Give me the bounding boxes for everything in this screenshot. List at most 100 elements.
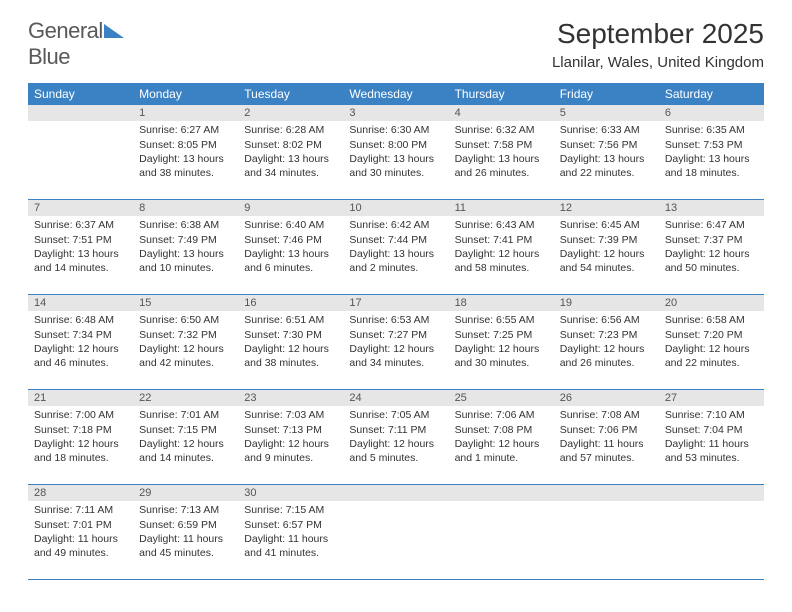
day-number: 24 bbox=[343, 390, 448, 406]
day-line: Daylight: 13 hours and 30 minutes. bbox=[349, 153, 442, 180]
dow-wednesday: Wednesday bbox=[343, 83, 448, 105]
logo-triangle-icon bbox=[104, 24, 124, 43]
day-line: Sunrise: 6:37 AM bbox=[34, 219, 127, 233]
day-line: Daylight: 13 hours and 38 minutes. bbox=[139, 153, 232, 180]
day-line: Sunrise: 6:47 AM bbox=[665, 219, 758, 233]
day-cell: Sunrise: 7:01 AMSunset: 7:15 PMDaylight:… bbox=[133, 406, 238, 484]
day-line: Daylight: 12 hours and 54 minutes. bbox=[560, 248, 653, 275]
day-line: Sunset: 7:06 PM bbox=[560, 424, 653, 438]
dow-saturday: Saturday bbox=[659, 83, 764, 105]
day-cell: Sunrise: 6:47 AMSunset: 7:37 PMDaylight:… bbox=[659, 216, 764, 294]
day-line: Sunrise: 6:53 AM bbox=[349, 314, 442, 328]
day-line: Sunrise: 7:10 AM bbox=[665, 409, 758, 423]
day-cell: Sunrise: 6:56 AMSunset: 7:23 PMDaylight:… bbox=[554, 311, 659, 389]
day-number: 27 bbox=[659, 390, 764, 406]
week-num-row: 21222324252627 bbox=[28, 390, 764, 406]
day-line: Sunset: 7:49 PM bbox=[139, 234, 232, 248]
day-line: Daylight: 11 hours and 57 minutes. bbox=[560, 438, 653, 465]
week-row: Sunrise: 7:11 AMSunset: 7:01 PMDaylight:… bbox=[28, 501, 764, 580]
day-cell: Sunrise: 6:28 AMSunset: 8:02 PMDaylight:… bbox=[238, 121, 343, 199]
day-cell: Sunrise: 6:51 AMSunset: 7:30 PMDaylight:… bbox=[238, 311, 343, 389]
day-line: Sunrise: 6:48 AM bbox=[34, 314, 127, 328]
day-cell: Sunrise: 6:38 AMSunset: 7:49 PMDaylight:… bbox=[133, 216, 238, 294]
day-line: Daylight: 12 hours and 34 minutes. bbox=[349, 343, 442, 370]
day-cell: Sunrise: 6:30 AMSunset: 8:00 PMDaylight:… bbox=[343, 121, 448, 199]
day-line: Daylight: 13 hours and 14 minutes. bbox=[34, 248, 127, 275]
day-number: 3 bbox=[343, 105, 448, 121]
day-number: 13 bbox=[659, 200, 764, 216]
day-cell: Sunrise: 6:40 AMSunset: 7:46 PMDaylight:… bbox=[238, 216, 343, 294]
dow-friday: Friday bbox=[554, 83, 659, 105]
day-number bbox=[659, 485, 764, 501]
day-number: 1 bbox=[133, 105, 238, 121]
week-row: Sunrise: 6:37 AMSunset: 7:51 PMDaylight:… bbox=[28, 216, 764, 295]
day-cell: Sunrise: 7:10 AMSunset: 7:04 PMDaylight:… bbox=[659, 406, 764, 484]
day-line: Sunrise: 7:05 AM bbox=[349, 409, 442, 423]
day-line: Daylight: 12 hours and 22 minutes. bbox=[665, 343, 758, 370]
day-line: Sunset: 7:30 PM bbox=[244, 329, 337, 343]
day-line: Daylight: 12 hours and 1 minute. bbox=[455, 438, 548, 465]
day-line: Daylight: 12 hours and 50 minutes. bbox=[665, 248, 758, 275]
day-cell: Sunrise: 6:35 AMSunset: 7:53 PMDaylight:… bbox=[659, 121, 764, 199]
day-line: Sunrise: 7:00 AM bbox=[34, 409, 127, 423]
day-line: Sunrise: 6:56 AM bbox=[560, 314, 653, 328]
day-line: Sunrise: 7:11 AM bbox=[34, 504, 127, 518]
dow-sunday: Sunday bbox=[28, 83, 133, 105]
day-line: Sunrise: 7:15 AM bbox=[244, 504, 337, 518]
day-cell: Sunrise: 7:15 AMSunset: 6:57 PMDaylight:… bbox=[238, 501, 343, 579]
day-cell: Sunrise: 6:55 AMSunset: 7:25 PMDaylight:… bbox=[449, 311, 554, 389]
logo-text-general: General bbox=[28, 18, 103, 43]
day-line: Daylight: 11 hours and 41 minutes. bbox=[244, 533, 337, 560]
day-number: 21 bbox=[28, 390, 133, 406]
day-line: Daylight: 12 hours and 26 minutes. bbox=[560, 343, 653, 370]
day-line: Daylight: 13 hours and 34 minutes. bbox=[244, 153, 337, 180]
day-number: 29 bbox=[133, 485, 238, 501]
day-line: Daylight: 12 hours and 9 minutes. bbox=[244, 438, 337, 465]
day-number: 30 bbox=[238, 485, 343, 501]
day-cell: Sunrise: 6:43 AMSunset: 7:41 PMDaylight:… bbox=[449, 216, 554, 294]
day-line: Sunrise: 6:50 AM bbox=[139, 314, 232, 328]
day-cell: Sunrise: 6:45 AMSunset: 7:39 PMDaylight:… bbox=[554, 216, 659, 294]
day-number: 6 bbox=[659, 105, 764, 121]
day-number bbox=[554, 485, 659, 501]
day-line: Sunset: 7:08 PM bbox=[455, 424, 548, 438]
day-cell: Sunrise: 7:11 AMSunset: 7:01 PMDaylight:… bbox=[28, 501, 133, 579]
day-cell: Sunrise: 6:50 AMSunset: 7:32 PMDaylight:… bbox=[133, 311, 238, 389]
day-number: 25 bbox=[449, 390, 554, 406]
day-number: 9 bbox=[238, 200, 343, 216]
day-line: Daylight: 12 hours and 42 minutes. bbox=[139, 343, 232, 370]
day-line: Daylight: 12 hours and 14 minutes. bbox=[139, 438, 232, 465]
day-number bbox=[449, 485, 554, 501]
day-number: 5 bbox=[554, 105, 659, 121]
day-line: Daylight: 11 hours and 45 minutes. bbox=[139, 533, 232, 560]
day-number: 7 bbox=[28, 200, 133, 216]
day-number: 10 bbox=[343, 200, 448, 216]
day-line: Sunset: 7:34 PM bbox=[34, 329, 127, 343]
dow-tuesday: Tuesday bbox=[238, 83, 343, 105]
day-line: Daylight: 13 hours and 18 minutes. bbox=[665, 153, 758, 180]
dow-row: SundayMondayTuesdayWednesdayThursdayFrid… bbox=[28, 83, 764, 105]
day-line: Sunset: 7:13 PM bbox=[244, 424, 337, 438]
day-line: Sunset: 8:00 PM bbox=[349, 139, 442, 153]
day-line: Sunrise: 6:35 AM bbox=[665, 124, 758, 138]
day-line: Sunrise: 6:28 AM bbox=[244, 124, 337, 138]
calendar: SundayMondayTuesdayWednesdayThursdayFrid… bbox=[28, 83, 764, 580]
day-line: Sunset: 7:39 PM bbox=[560, 234, 653, 248]
day-number: 2 bbox=[238, 105, 343, 121]
day-line: Sunset: 6:57 PM bbox=[244, 519, 337, 533]
day-cell: Sunrise: 7:05 AMSunset: 7:11 PMDaylight:… bbox=[343, 406, 448, 484]
day-number: 28 bbox=[28, 485, 133, 501]
day-number: 20 bbox=[659, 295, 764, 311]
dow-thursday: Thursday bbox=[449, 83, 554, 105]
dow-monday: Monday bbox=[133, 83, 238, 105]
day-line: Sunrise: 6:33 AM bbox=[560, 124, 653, 138]
day-line: Daylight: 12 hours and 5 minutes. bbox=[349, 438, 442, 465]
week-row: Sunrise: 6:27 AMSunset: 8:05 PMDaylight:… bbox=[28, 121, 764, 200]
day-line: Sunset: 7:04 PM bbox=[665, 424, 758, 438]
day-line: Daylight: 13 hours and 6 minutes. bbox=[244, 248, 337, 275]
day-line: Sunset: 8:02 PM bbox=[244, 139, 337, 153]
logo-text-blue: Blue bbox=[28, 44, 70, 69]
day-line: Daylight: 12 hours and 30 minutes. bbox=[455, 343, 548, 370]
day-line: Sunset: 7:15 PM bbox=[139, 424, 232, 438]
day-line: Daylight: 12 hours and 58 minutes. bbox=[455, 248, 548, 275]
